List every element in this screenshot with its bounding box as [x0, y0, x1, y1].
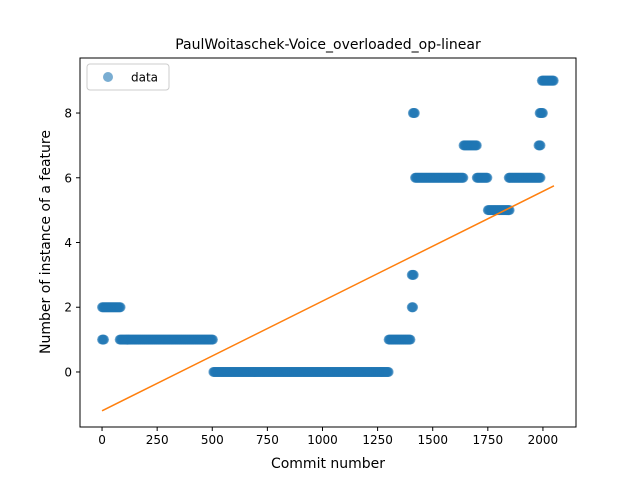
y-tick-label: 0 — [64, 365, 72, 379]
legend-box — [86, 63, 170, 91]
x-tick-label: 0 — [98, 433, 106, 447]
data-point — [482, 172, 493, 183]
data-point — [458, 172, 469, 183]
legend-marker-data — [103, 72, 113, 82]
data-point — [548, 75, 559, 86]
y-axis-label: Number of instance of a feature — [38, 130, 54, 354]
data-point — [471, 140, 482, 151]
legend-label-data: data — [131, 71, 158, 85]
x-tick-label: 1750 — [473, 433, 504, 447]
x-tick-label: 2000 — [528, 433, 559, 447]
x-tick-label: 1250 — [362, 433, 393, 447]
x-tick-label: 1000 — [307, 433, 338, 447]
data-point — [537, 108, 548, 119]
data-point — [535, 140, 546, 151]
x-axis-ticks: 0 250 500 750 1000 1250 1500 1750 2000 — [98, 427, 558, 447]
x-axis-label: Commit number — [271, 456, 385, 472]
y-tick-label: 4 — [64, 236, 72, 250]
chart-title: PaulWoitaschek-Voice_overloaded_op-linea… — [175, 37, 481, 53]
data-point — [405, 334, 416, 345]
x-tick-label: 750 — [256, 433, 279, 447]
data-point — [115, 302, 126, 313]
y-tick-label: 6 — [64, 171, 72, 185]
fit-line — [101, 185, 555, 412]
data-point — [207, 334, 218, 345]
fit-line-layer — [101, 185, 555, 412]
data-point — [383, 366, 394, 377]
data-point — [409, 108, 420, 119]
y-axis-ticks: 0 2 4 6 8 — [64, 107, 80, 379]
x-tick-label: 500 — [201, 433, 224, 447]
data-point — [535, 172, 546, 183]
y-tick-label: 2 — [64, 301, 72, 315]
y-tick-label: 8 — [64, 107, 72, 121]
legend: data — [86, 63, 170, 91]
data-point — [99, 334, 110, 345]
data-point — [408, 302, 419, 313]
data-point — [504, 205, 515, 216]
x-tick-label: 250 — [146, 433, 169, 447]
data-point — [408, 269, 419, 280]
x-tick-label: 1500 — [417, 433, 448, 447]
data-points — [97, 75, 559, 377]
